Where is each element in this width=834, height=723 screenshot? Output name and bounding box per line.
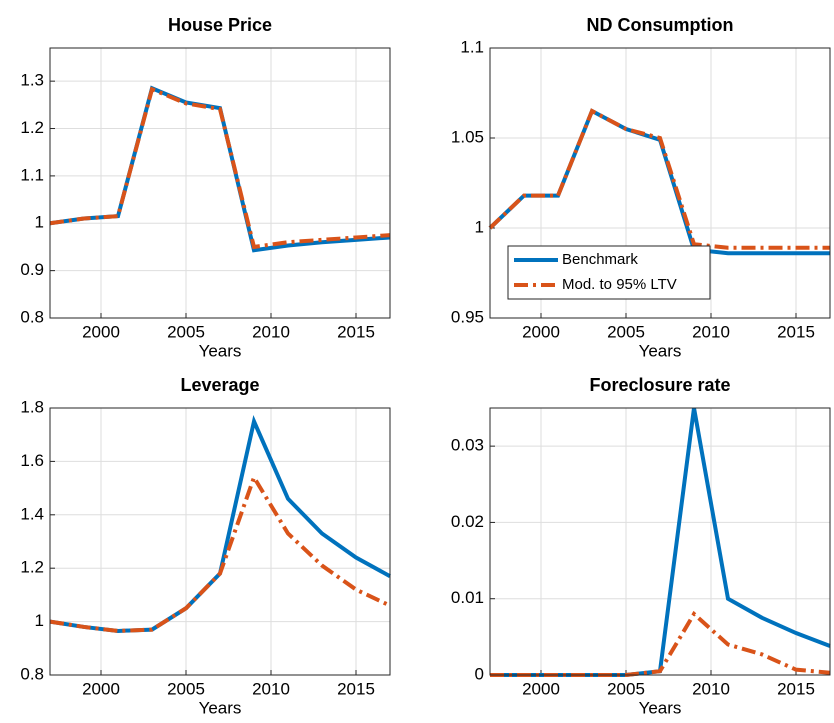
y-tick-label: 1.2 bbox=[20, 118, 44, 137]
y-tick-label: 1.2 bbox=[20, 558, 44, 577]
x-tick-label: 2000 bbox=[82, 322, 120, 341]
legend-box bbox=[507, 245, 711, 300]
series-line bbox=[49, 472, 391, 633]
axes-box bbox=[49, 407, 391, 676]
axes-box bbox=[489, 407, 831, 676]
y-tick-label: 0.8 bbox=[20, 664, 44, 683]
x-tick-label: 2010 bbox=[692, 322, 730, 341]
x-axis-label: Years bbox=[639, 698, 682, 717]
x-axis-label: Years bbox=[199, 698, 242, 717]
chart-title: House Price bbox=[168, 15, 272, 35]
chart-title: Leverage bbox=[180, 375, 259, 395]
x-tick-label: 2015 bbox=[337, 322, 375, 341]
series-line bbox=[49, 86, 391, 250]
axes-box bbox=[489, 47, 831, 319]
x-axis-label: Years bbox=[639, 341, 682, 360]
axes-box bbox=[49, 47, 391, 319]
y-tick-label: 0.01 bbox=[451, 588, 484, 607]
legend-label: Mod. to 95% LTV bbox=[562, 276, 677, 293]
x-tick-label: 2015 bbox=[337, 679, 375, 698]
series-line bbox=[488, 108, 830, 250]
y-tick-label: 1.4 bbox=[20, 504, 44, 523]
y-tick-label: 1.6 bbox=[20, 451, 44, 470]
chart-title: ND Consumption bbox=[587, 15, 734, 35]
x-tick-label: 2005 bbox=[607, 679, 645, 698]
x-tick-label: 2005 bbox=[167, 322, 205, 341]
x-tick-label: 2005 bbox=[167, 679, 205, 698]
x-tick-label: 2010 bbox=[692, 679, 730, 698]
y-tick-label: 0 bbox=[475, 664, 484, 683]
legend-label: Benchmark bbox=[562, 251, 638, 268]
y-tick-label: 1.1 bbox=[20, 165, 44, 184]
x-tick-label: 2005 bbox=[607, 322, 645, 341]
y-tick-label: 1 bbox=[35, 611, 44, 630]
x-tick-label: 2000 bbox=[82, 679, 120, 698]
y-tick-label: 1.8 bbox=[20, 397, 44, 416]
y-tick-label: 0.9 bbox=[20, 260, 44, 279]
y-tick-label: 1.05 bbox=[451, 127, 484, 146]
x-tick-label: 2015 bbox=[777, 322, 815, 341]
x-tick-label: 2010 bbox=[252, 322, 290, 341]
y-tick-label: 0.03 bbox=[451, 436, 484, 455]
x-tick-label: 2000 bbox=[522, 679, 560, 698]
chart-title: Foreclosure rate bbox=[589, 375, 730, 395]
y-tick-label: 0.8 bbox=[20, 307, 44, 326]
y-tick-label: 0.95 bbox=[451, 307, 484, 326]
x-tick-label: 2000 bbox=[522, 322, 560, 341]
x-tick-label: 2015 bbox=[777, 679, 815, 698]
plot-area bbox=[50, 48, 390, 318]
y-tick-label: 1 bbox=[475, 217, 484, 236]
plot-area bbox=[490, 408, 830, 675]
y-tick-label: 1.1 bbox=[460, 37, 484, 56]
x-axis-label: Years bbox=[199, 341, 242, 360]
y-tick-label: 1.3 bbox=[20, 71, 44, 90]
x-tick-label: 2010 bbox=[252, 679, 290, 698]
y-tick-label: 0.02 bbox=[451, 512, 484, 531]
y-tick-label: 1 bbox=[35, 213, 44, 232]
